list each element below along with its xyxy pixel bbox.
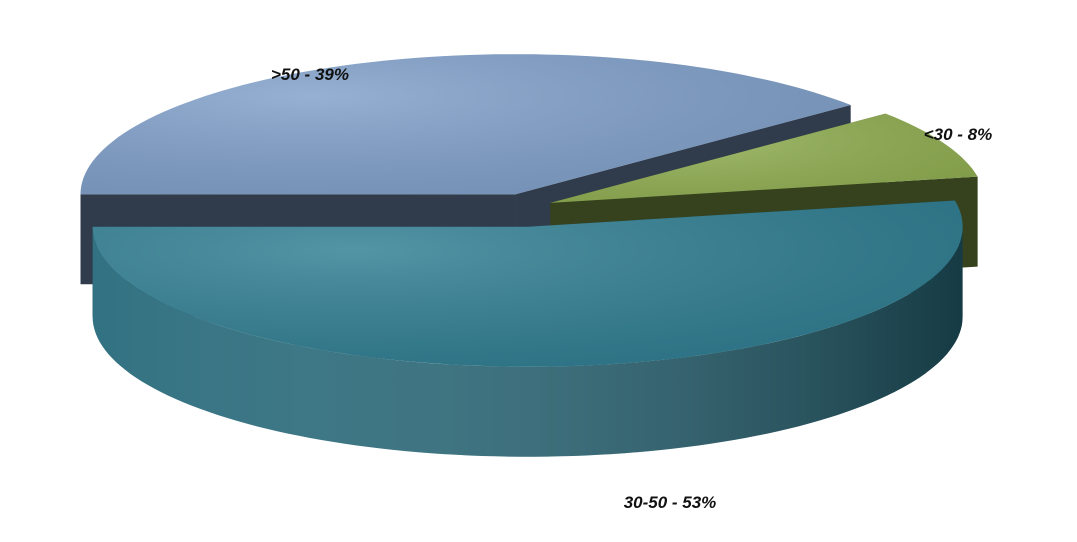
data-label: >50 - 39% [271, 65, 349, 84]
data-label: <30 - 8% [924, 125, 993, 144]
data-label: 30-50 - 53% [624, 493, 717, 512]
slice-shine [92, 200, 963, 367]
slice-shine [80, 54, 851, 195]
slice-side-shade [92, 226, 963, 457]
pie [80, 54, 978, 457]
slice-shine [550, 113, 978, 203]
